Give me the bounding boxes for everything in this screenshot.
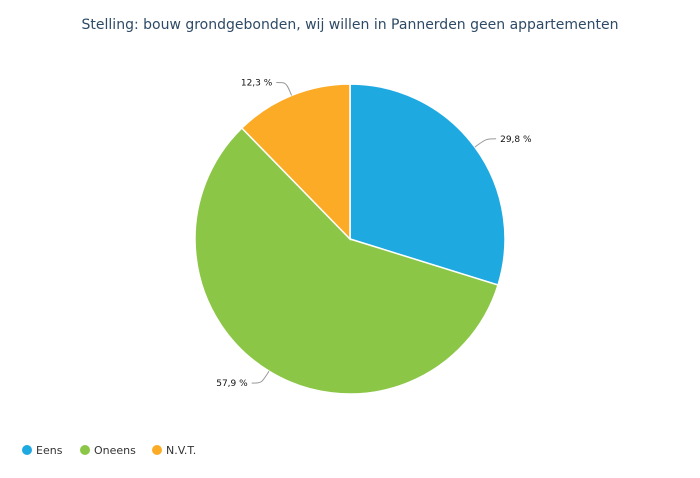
legend-label: Oneens [94,444,136,457]
leader-line [474,138,497,148]
legend-label: Eens [36,444,63,457]
pie-slice-oneens [194,126,499,395]
legend-item[interactable]: Eens [22,444,63,457]
data-label: 57,9 % [216,379,248,389]
pie-slice-eens [349,83,506,286]
chart-title: Stelling: bouw grondgebonden, wij willen… [82,17,619,33]
leader-lines [251,81,497,384]
legend-marker [22,445,32,455]
legend-marker [80,445,90,455]
legend: Eens Oneens N.V.T. [22,444,196,457]
legend-item[interactable]: Oneens [80,444,136,457]
data-labels: 29,8 % 57,9 % 12,3 % [216,78,532,389]
leader-line [276,81,293,96]
legend-label: N.V.T. [166,444,196,457]
data-label: 29,8 % [500,135,532,145]
pie-slices [194,83,506,395]
legend-item[interactable]: N.V.T. [152,444,196,457]
legend-marker [152,445,162,455]
leader-line [251,370,270,384]
data-label: 12,3 % [241,78,273,88]
